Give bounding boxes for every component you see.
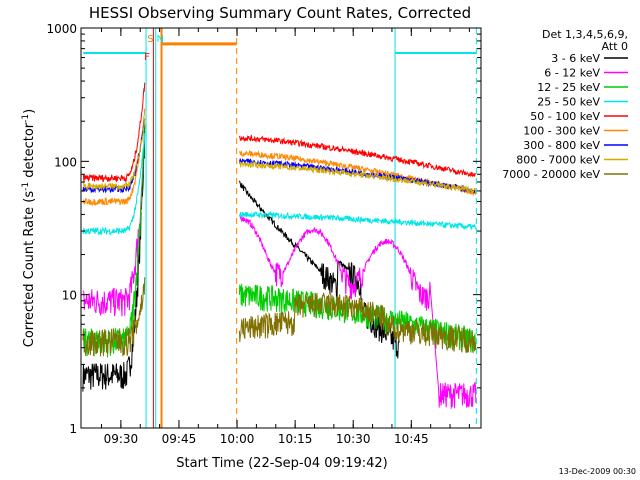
chart-title: HESSI Observing Summary Count Rates, Cor… [89, 4, 471, 22]
y-tick-label: 10 [62, 289, 77, 303]
x-tick-label: 10:00 [220, 432, 255, 446]
y-axis-label-end: ) [22, 109, 37, 114]
legend-label: 3 - 6 keV [551, 52, 600, 65]
legend-label: 50 - 100 keV [530, 110, 600, 123]
series-line [238, 134, 476, 178]
legend-header: Att 0 [602, 40, 628, 53]
legend-header: Det 1,3,4,5,6,9, [542, 28, 628, 41]
y-tick-label: 1 [69, 422, 77, 436]
plot-area: S NF 09:30 09:45 10:00 10:15 10:30 10:45 1 10 100 1… [46, 22, 482, 446]
y-axis-label-sup: -1 [21, 182, 31, 191]
legend-label: 300 - 800 keV [523, 139, 600, 152]
series-line [82, 118, 146, 192]
legend-label: 800 - 7000 keV [516, 154, 600, 167]
x-axis-label: Start Time (22-Sep-04 09:19:42) [176, 456, 387, 471]
flag-label: S [147, 34, 153, 45]
footer-timestamp: 13-Dec-2009 00:30 [559, 467, 636, 476]
y-tick-label: 1000 [46, 22, 77, 36]
x-tick-label: 10:15 [278, 432, 313, 446]
series-line [82, 124, 146, 392]
series-line [82, 82, 146, 183]
legend-label: 100 - 300 keV [523, 125, 600, 138]
y-axis-label-main: Corrected Count Rate (s [22, 191, 37, 348]
series-line [82, 132, 146, 236]
series-line [238, 160, 477, 195]
y-axis-label-sup2: -1 [21, 114, 31, 123]
x-tick-label: 10:30 [336, 432, 371, 446]
series-line [239, 210, 477, 230]
series-line [82, 108, 146, 207]
x-tick-label: 10:45 [394, 432, 429, 446]
series-line [82, 136, 146, 317]
x-tick-label: 09:30 [104, 432, 139, 446]
series-line [238, 292, 477, 354]
series-line [82, 277, 146, 357]
legend: Det 1,3,4,5,6,9,Att 03 - 6 keV 6 - 12 keV… [502, 28, 628, 181]
y-tick-label: 100 [54, 155, 77, 169]
flag-label: N [157, 34, 164, 45]
y-axis-label-mid: detector [22, 122, 37, 182]
plot-frame [80, 27, 482, 429]
flag-label: F [144, 52, 150, 63]
series-line [238, 213, 477, 409]
legend-label: 25 - 50 keV [537, 96, 600, 109]
legend-label: 12 - 25 keV [537, 81, 600, 94]
x-tick-label: 09:45 [162, 432, 197, 446]
y-axis-label: Corrected Count Rate (s-1 detector-1) [21, 109, 37, 347]
legend-label: 6 - 12 keV [544, 67, 600, 80]
legend-label: 7000 - 20000 keV [502, 168, 600, 181]
